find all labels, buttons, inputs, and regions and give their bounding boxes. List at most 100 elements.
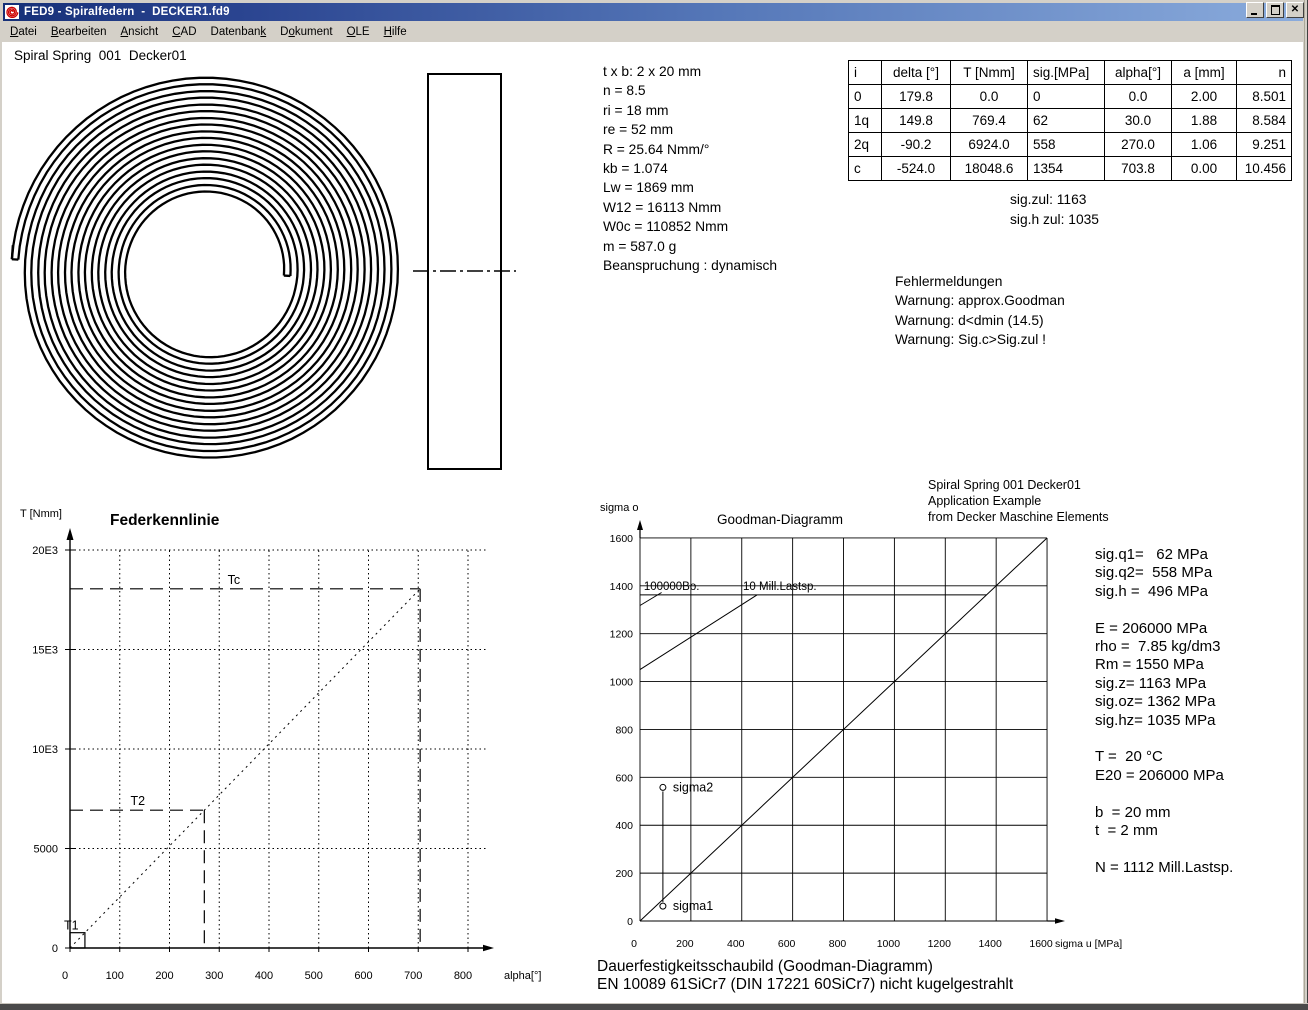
- svg-text:0: 0: [627, 916, 633, 928]
- table-cell: 703.8: [1104, 156, 1172, 181]
- svg-text:5000: 5000: [34, 844, 58, 856]
- menu-item-bearbeiten[interactable]: Bearbeiten: [50, 25, 107, 38]
- svg-text:20E3: 20E3: [32, 545, 58, 557]
- svg-text:400: 400: [255, 970, 273, 982]
- warning-messages: Fehlermeldungen Warnung: approx.Goodman Wa…: [895, 272, 1065, 350]
- table-cell: 9.251: [1236, 132, 1292, 157]
- material-line: N = 1112 Mill.Lastsp.: [1095, 858, 1234, 876]
- svg-text:800: 800: [615, 724, 633, 736]
- svg-text:sigma u [MPa]: sigma u [MPa]: [1055, 938, 1122, 950]
- menu-item-ansicht[interactable]: Ansicht: [120, 25, 159, 38]
- warning-line: Fehlermeldungen: [895, 274, 1003, 289]
- menu-item-dokument[interactable]: Dokument: [280, 25, 333, 38]
- material-line: sig.q1= 62 MPa: [1095, 546, 1208, 563]
- svg-text:600: 600: [354, 970, 372, 982]
- table-header-cell: delta [°]: [881, 60, 951, 85]
- table-row: 1q 149.8 769.4 62 30.0 1.88 8.584: [848, 108, 1292, 133]
- material-line: E20 = 206000 MPa: [1095, 766, 1224, 784]
- table-row: c -524.0 18048.6 1354 703.8 0.00 10.456: [848, 156, 1292, 181]
- material-line: t = 2 mm: [1095, 822, 1158, 840]
- table-cell: 1.88: [1171, 108, 1237, 133]
- table-cell: -90.2: [881, 132, 951, 157]
- svg-text:sigma1: sigma1: [673, 899, 713, 913]
- caption-line: Dauerfestigkeitsschaubild (Goodman-Diagr…: [597, 958, 933, 975]
- menu-item-hilfe[interactable]: Hilfe: [383, 25, 407, 38]
- client-area: [2, 42, 1303, 1003]
- menu-item-datei[interactable]: Datei: [10, 25, 37, 38]
- svg-text:800: 800: [829, 938, 847, 950]
- svg-text:10 Mill.Lastsp.: 10 Mill.Lastsp.: [743, 581, 817, 593]
- material-line: sig.oz= 1362 MPa: [1095, 693, 1216, 711]
- svg-text:200: 200: [615, 868, 633, 880]
- table-cell: 769.4: [950, 108, 1028, 133]
- maximize-button[interactable]: [1266, 2, 1284, 18]
- svg-text:T1: T1: [64, 919, 79, 933]
- parameter-line: W0c = 110852 Nmm: [603, 219, 729, 235]
- menu-item-ole[interactable]: OLE: [346, 25, 370, 38]
- federkennlinie-chart: 0 5000 10E3 15E3 20E3 0 100 200 300 400 500 600 700 8…: [20, 508, 541, 982]
- svg-text:0: 0: [62, 970, 68, 982]
- results-table: i delta [°] T [Nmm] sig.[MPa] alpha[°] a [mm]…: [848, 60, 1292, 181]
- window-right-frame: [1304, 0, 1308, 1010]
- app-spiral-icon[interactable]: [5, 5, 19, 19]
- window-bottom-frame: [0, 1003, 1308, 1010]
- material-line: sig.z= 1163 MPa: [1095, 674, 1207, 692]
- parameter-line: kb = 1.074: [603, 161, 668, 177]
- svg-text:1400: 1400: [978, 938, 1002, 950]
- svg-text:sigma2: sigma2: [673, 780, 713, 794]
- table-cell: 18048.6: [950, 156, 1028, 181]
- parameter-line: R = 25.64 Nmm/°: [603, 141, 710, 157]
- table-header-cell: n: [1236, 60, 1292, 85]
- title-bar[interactable]: FED9 - Spiralfedern - DECKER1.fd9: [3, 3, 1303, 21]
- maximize-icon: [1270, 5, 1280, 15]
- table-cell: 1354: [1027, 156, 1105, 181]
- svg-text:10E3: 10E3: [32, 744, 58, 756]
- svg-text:Federkennlinie: Federkennlinie: [110, 512, 220, 529]
- svg-text:600: 600: [615, 772, 633, 784]
- spring-heading: Spiral Spring 001 Decker01: [14, 48, 187, 63]
- close-button[interactable]: ✕: [1286, 2, 1304, 18]
- svg-text:300: 300: [205, 970, 223, 982]
- svg-text:Application Example: Application Example: [928, 494, 1041, 508]
- table-header-cell: sig.[MPa]: [1027, 60, 1105, 85]
- table-cell: 149.8: [881, 108, 951, 133]
- table-cell: 0: [1027, 84, 1105, 109]
- svg-text:15E3: 15E3: [32, 645, 58, 657]
- table-cell: 179.8: [881, 84, 951, 109]
- svg-text:1200: 1200: [928, 938, 952, 950]
- material-line: rho = 7.85 kg/dm3: [1095, 638, 1221, 656]
- svg-text:Spiral Spring 001 Decker01: Spiral Spring 001 Decker01: [928, 478, 1081, 492]
- svg-text:sigma o: sigma o: [600, 502, 639, 514]
- svg-text:500: 500: [305, 970, 323, 982]
- table-cell: 1q: [848, 108, 882, 133]
- material-line: T = 20 °C: [1095, 748, 1163, 766]
- center-line: [413, 270, 516, 272]
- table-cell: 30.0: [1104, 108, 1172, 133]
- material-line: [1095, 785, 1233, 803]
- svg-text:1600: 1600: [1029, 938, 1053, 950]
- svg-text:1200: 1200: [610, 629, 634, 641]
- menu-item-cad[interactable]: CAD: [172, 25, 197, 38]
- menu-item-datenbank[interactable]: Datenbank: [210, 25, 267, 38]
- parameter-line: m = 587.0 g: [603, 238, 677, 254]
- material-line: sig.q2= 558 MPa: [1095, 564, 1213, 582]
- svg-text:T [Nmm]: T [Nmm]: [20, 508, 62, 520]
- svg-text:400: 400: [615, 820, 633, 832]
- svg-text:400: 400: [727, 938, 745, 950]
- parameter-line: Lw = 1869 mm: [603, 180, 694, 196]
- allowable-stress-line: sig.h zul: 1035: [1010, 212, 1099, 227]
- parameter-line: re = 52 mm: [603, 122, 674, 138]
- parameter-line: n = 8.5: [603, 83, 646, 99]
- svg-text:Goodman-Diagramm: Goodman-Diagramm: [717, 512, 843, 527]
- material-line: Rm = 1550 MPa: [1095, 656, 1204, 674]
- svg-text:1000: 1000: [877, 938, 901, 950]
- spiral-spring-drawing: [10, 76, 400, 459]
- window-title: FED9 - Spiralfedern - DECKER1.fd9: [24, 6, 230, 18]
- table-cell: 8.584: [1236, 108, 1292, 133]
- svg-text:200: 200: [676, 938, 694, 950]
- minimize-button[interactable]: [1246, 2, 1264, 18]
- goodman-chart: 0 0 200 200 400 400 600 600 800 800 1000 1000 1200 12…: [600, 478, 1122, 950]
- spring-parameters: t x b: 2 x 20 mm n = 8.5 ri = 18 mm re = 52…: [603, 62, 777, 275]
- table-cell: 8.501: [1236, 84, 1292, 109]
- table-cell: 558: [1027, 132, 1105, 157]
